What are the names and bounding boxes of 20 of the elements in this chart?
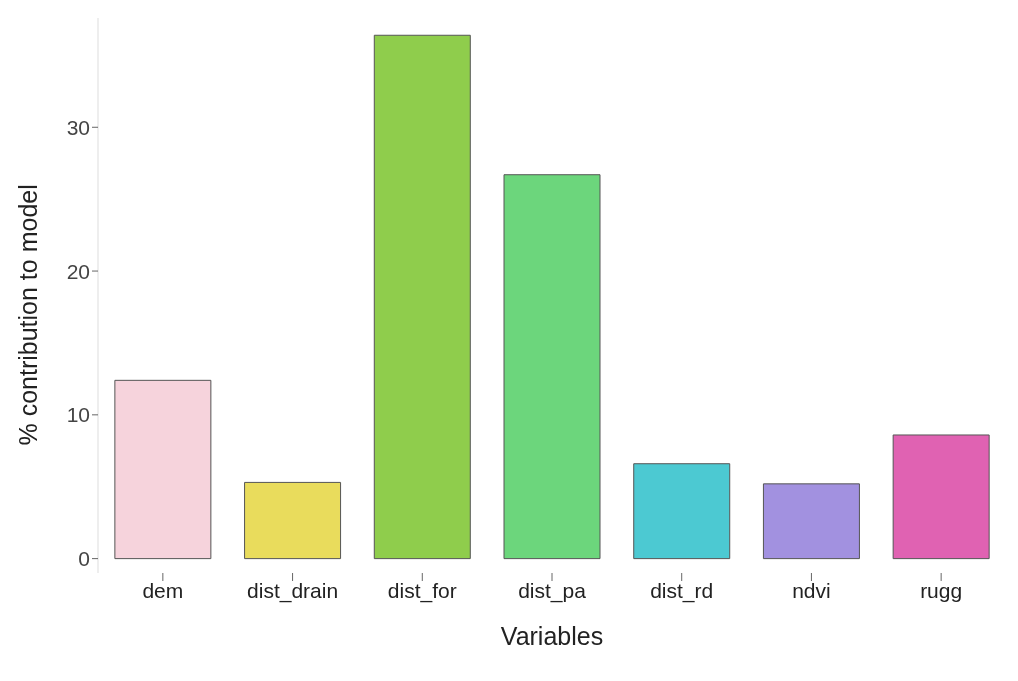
bar [762,483,860,560]
y-tick-label: 20 [66,259,90,283]
x-tick-label: dist_rd [650,578,714,603]
y-tick-label: 30 [66,115,90,139]
x-tick-label: rugg [920,578,963,602]
bar [503,174,601,560]
x-tick-label: ndvi [792,578,831,602]
y-axis-title: % contribution to model [13,184,42,446]
y-tick-label: 0 [78,547,90,571]
bar [633,463,731,560]
bar [114,379,212,560]
y-tick-label: 10 [66,403,90,427]
bar [373,34,471,560]
x-tick-label: dist_pa [518,578,587,603]
x-axis-title: Variables [500,622,604,650]
bar [244,481,342,560]
bar [892,434,990,560]
x-tick-label: dist_for [387,578,457,603]
x-tick-label: dem [142,578,184,602]
x-tick-label: dist_drain [247,578,339,603]
